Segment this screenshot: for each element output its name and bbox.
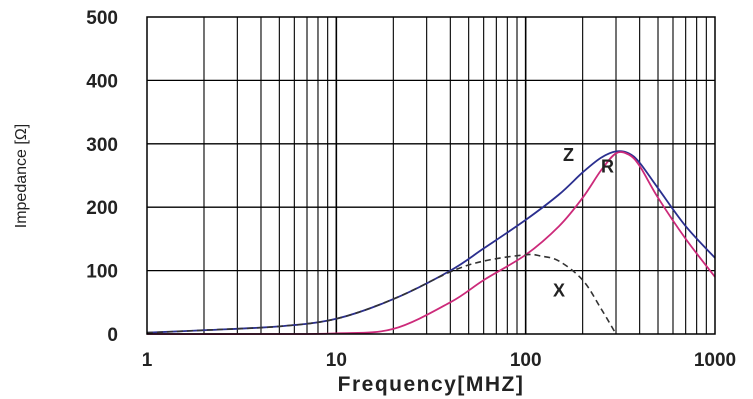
series-labels: Z R X <box>553 145 614 300</box>
series-label-x: X <box>553 281 565 301</box>
y-tick-label: 100 <box>86 262 118 283</box>
plot-frame <box>146 16 716 335</box>
y-tick-label: 200 <box>86 198 118 219</box>
x-tick-label: 1 <box>142 350 153 371</box>
x-axis-label: Frequency[MHZ] <box>338 373 525 396</box>
series-line-x <box>146 253 617 335</box>
grid <box>147 17 715 334</box>
y-tick-label: 0 <box>107 325 118 346</box>
y-tick-labels: 0 100 200 300 400 500 <box>86 8 118 346</box>
series-line-r <box>146 151 716 335</box>
y-tick-label: 500 <box>86 8 118 29</box>
x-tick-label: 10 <box>326 350 347 371</box>
y-tick-label: 300 <box>86 135 118 156</box>
series-line-z <box>146 150 716 334</box>
y-axis-label: Impedance [Ω] <box>13 124 30 228</box>
x-tick-labels: 1 10 100 1000 <box>142 350 736 371</box>
x-tick-label: 100 <box>510 350 542 371</box>
series-lines <box>146 150 716 335</box>
series-label-r: R <box>601 157 614 177</box>
series-label-z: Z <box>563 145 574 165</box>
y-tick-label: 400 <box>86 71 118 92</box>
x-tick-label: 1000 <box>694 350 736 371</box>
